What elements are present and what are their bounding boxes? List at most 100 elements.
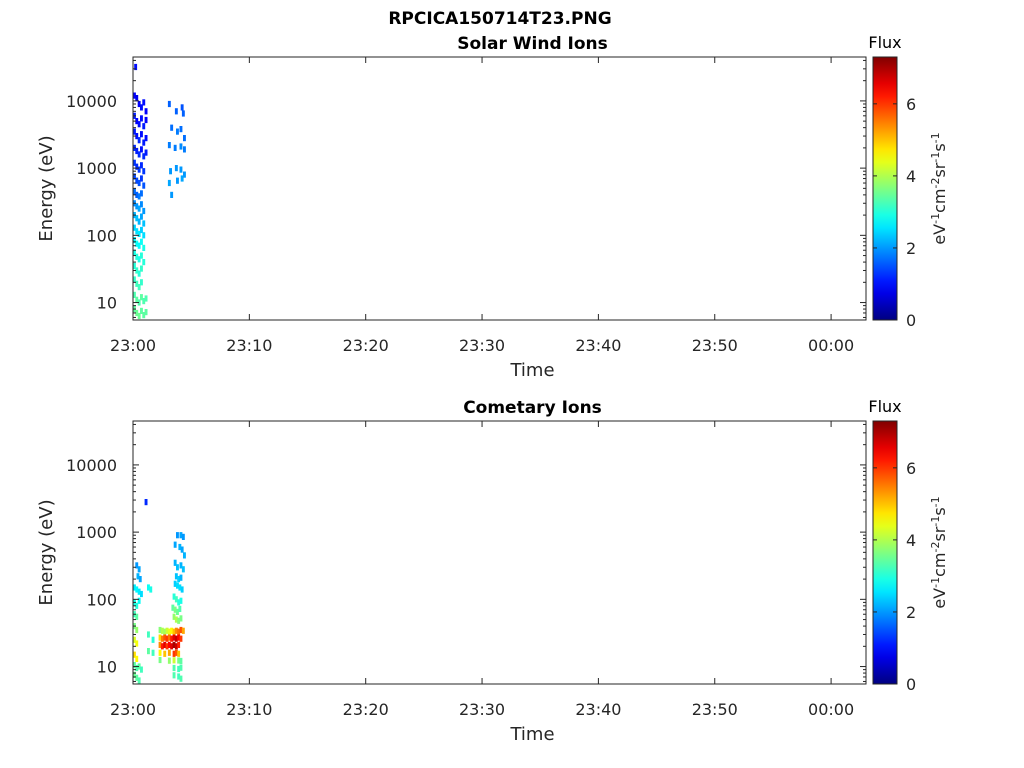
data-cell (178, 543, 182, 551)
data-cell (177, 650, 181, 657)
data-cell (149, 586, 153, 593)
x-tick-label: 23:20 (343, 700, 389, 719)
data-cell (179, 635, 183, 642)
data-cell (133, 651, 136, 658)
data-cells (133, 499, 186, 684)
data-cell (137, 284, 141, 291)
x-tick-label: 23:20 (343, 336, 389, 355)
panel-title: Cometary Ions (463, 398, 602, 418)
data-cell (172, 664, 176, 672)
colorbar-tick-label: 6 (906, 95, 916, 114)
x-tick-label: 23:10 (226, 336, 272, 355)
data-cells (133, 63, 186, 320)
x-tick-label: 23:40 (575, 336, 621, 355)
data-cell (135, 586, 139, 593)
y-tick-label: 1000 (76, 159, 117, 178)
data-cell (135, 640, 139, 647)
data-cell (133, 173, 136, 180)
data-cell (170, 635, 174, 642)
data-cell (172, 672, 176, 679)
data-cell (142, 168, 146, 175)
data-cell (177, 628, 181, 635)
data-cell (177, 576, 181, 583)
data-cell (165, 635, 169, 642)
data-cell (172, 641, 176, 648)
data-cell (135, 655, 139, 662)
data-cell (151, 636, 155, 643)
data-cell (133, 291, 136, 298)
data-cell (135, 267, 139, 274)
data-cell (174, 635, 178, 642)
data-cell (170, 124, 174, 131)
data-cell (170, 191, 174, 198)
data-cell (136, 573, 140, 580)
colorbar-tick-label: 0 (906, 311, 916, 330)
colorbar-tick-label: 4 (906, 167, 916, 186)
data-cell (179, 574, 183, 581)
data-cell (167, 628, 171, 635)
data-cell (165, 643, 169, 650)
data-cell (181, 627, 185, 634)
data-cell (135, 203, 139, 210)
data-cell (179, 657, 183, 665)
data-cell (133, 636, 136, 643)
data-cell (137, 121, 141, 128)
data-cell (167, 634, 171, 641)
data-cell (173, 144, 177, 151)
data-cell (140, 252, 143, 259)
data-cell (174, 165, 178, 172)
data-cell (137, 137, 141, 144)
data-cell (135, 626, 139, 634)
data-cell (158, 641, 162, 648)
data-cell (137, 299, 141, 306)
data-cell (179, 532, 183, 539)
data-cell (183, 552, 186, 559)
x-axis-label: Time (509, 360, 554, 381)
panel-0: 23:00 23:10 23:20 23:30 23:40 23:50 00:00 10 100… (36, 33, 949, 381)
data-cell (181, 110, 185, 117)
data-cell (135, 95, 139, 102)
data-cell (140, 294, 143, 301)
data-cell (140, 190, 143, 197)
data-cell (179, 597, 183, 604)
data-cell (172, 634, 176, 641)
data-cell (176, 128, 179, 135)
data-cell (167, 641, 171, 648)
data-cell (165, 627, 169, 634)
colorbar-tick-label: 6 (906, 459, 916, 478)
data-cell (179, 126, 183, 133)
data-cell (133, 276, 136, 283)
data-cell (177, 599, 181, 606)
data-cell (137, 566, 141, 573)
data-cell (142, 153, 146, 160)
data-cell (158, 649, 162, 656)
data-cell (135, 147, 139, 155)
data-cell (135, 562, 139, 569)
data-cell (140, 162, 143, 169)
data-cell (142, 207, 146, 215)
data-cell (135, 191, 139, 198)
data-cell (174, 616, 178, 623)
x-tick-label: 23:30 (459, 336, 505, 355)
data-cell (135, 280, 139, 287)
colorbar-tick-label: 0 (906, 675, 916, 694)
data-cell (180, 175, 184, 182)
data-cell (135, 240, 139, 247)
data-cell (172, 657, 176, 664)
data-cell (133, 224, 136, 231)
data-cell (183, 135, 186, 142)
data-cell (137, 312, 141, 320)
data-cell (133, 584, 136, 591)
data-cell (179, 626, 183, 634)
data-cell (133, 159, 136, 166)
data-cell (158, 634, 162, 641)
data-cell (172, 613, 176, 620)
data-cell (177, 673, 181, 680)
data-cell (144, 309, 148, 316)
data-cell (172, 650, 176, 657)
colorbar-tick-label: 2 (906, 603, 916, 622)
data-cell (170, 643, 174, 650)
data-cell (176, 177, 179, 184)
data-cell (144, 295, 148, 302)
